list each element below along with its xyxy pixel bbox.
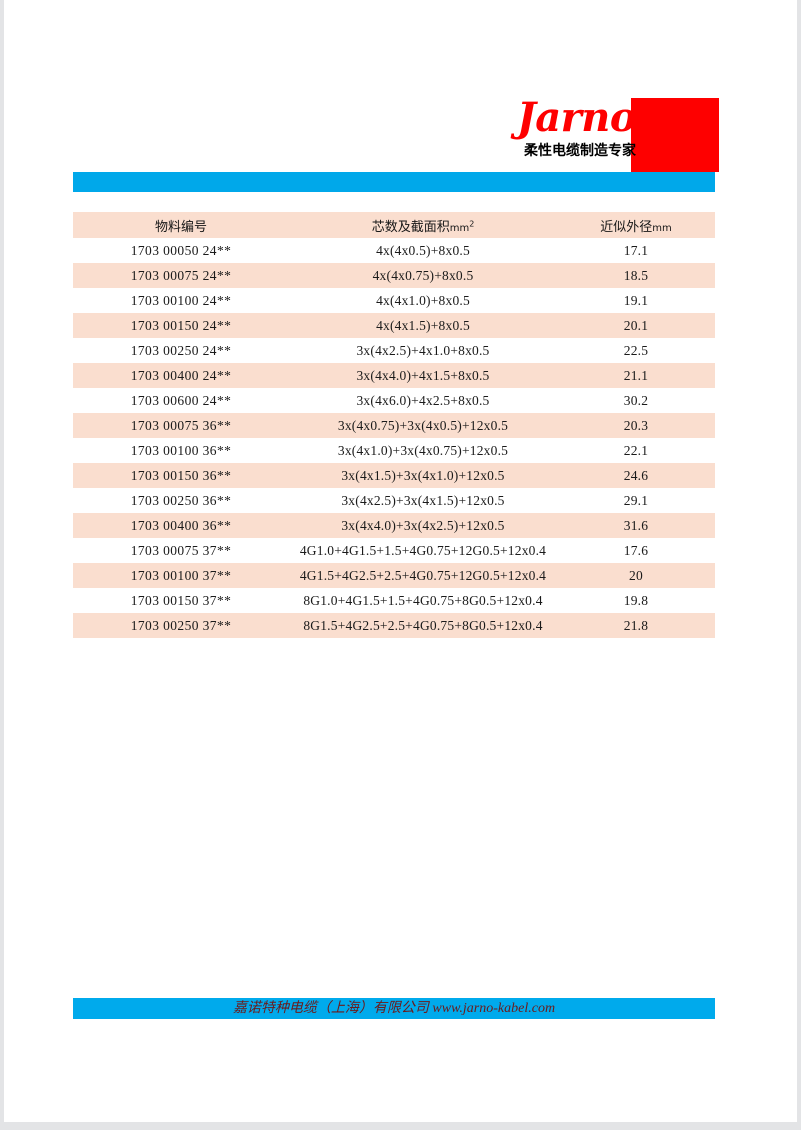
column-header-outer-diameter: 近似外径mm <box>557 212 715 238</box>
cell-outer-diameter: 18.5 <box>557 263 715 288</box>
cell-outer-diameter: 17.6 <box>557 538 715 563</box>
cell-cores-and-section: 4x(4x0.5)+8x0.5 <box>289 238 557 263</box>
cell-cores-and-section: 8G1.5+4G2.5+2.5+4G0.75+8G0.5+12x0.4 <box>289 613 557 638</box>
cell-outer-diameter: 22.5 <box>557 338 715 363</box>
cell-outer-diameter: 21.1 <box>557 363 715 388</box>
cell-cores-and-section: 4x(4x1.0)+8x0.5 <box>289 288 557 313</box>
column-header-cores-and-section-label: 芯数及截面积 <box>371 219 450 235</box>
cell-material-code: 1703 00400 36** <box>73 513 289 538</box>
cell-material-code: 1703 00050 24** <box>73 238 289 263</box>
table-row: 1703 00600 24** 3x(4x6.0)+4x2.5+8x0.5 30… <box>73 388 715 413</box>
table-header-row: 物料编号 芯数及截面积mm2 近似外径mm <box>73 212 715 238</box>
cell-material-code: 1703 00250 24** <box>73 338 289 363</box>
table-body: 1703 00050 24** 4x(4x0.5)+8x0.5 17.1 170… <box>73 238 715 638</box>
footer-accent-bar: 嘉诺特种电缆（上海）有限公司 www.jarno-kabel.com <box>73 998 715 1019</box>
table-row: 1703 00100 24** 4x(4x1.0)+8x0.5 19.1 <box>73 288 715 313</box>
cell-cores-and-section: 4G1.5+4G2.5+2.5+4G0.75+12G0.5+12x0.4 <box>289 563 557 588</box>
table-row: 1703 00150 36** 3x(4x1.5)+3x(4x1.0)+12x0… <box>73 463 715 488</box>
unit-mm-text: mm <box>449 222 470 234</box>
cell-material-code: 1703 00075 36** <box>73 413 289 438</box>
column-header-outer-diameter-label: 近似外径 <box>600 219 653 235</box>
table-row: 1703 00100 36** 3x(4x1.0)+3x(4x0.75)+12x… <box>73 438 715 463</box>
cell-outer-diameter: 19.1 <box>557 288 715 313</box>
cell-material-code: 1703 00075 24** <box>73 263 289 288</box>
table-row: 1703 00250 36** 3x(4x2.5)+3x(4x1.5)+12x0… <box>73 488 715 513</box>
brand-wordmark: Jarno <box>516 94 637 141</box>
cell-cores-and-section: 3x(4x1.0)+3x(4x0.75)+12x0.5 <box>289 438 557 463</box>
unit-mm: mm <box>652 222 672 234</box>
cell-outer-diameter: 20.1 <box>557 313 715 338</box>
table-row: 1703 00150 24** 4x(4x1.5)+8x0.5 20.1 <box>73 313 715 338</box>
logo-red-block <box>631 98 719 172</box>
cell-outer-diameter: 21.8 <box>557 613 715 638</box>
table-header: 物料编号 芯数及截面积mm2 近似外径mm <box>73 212 715 238</box>
cell-material-code: 1703 00100 24** <box>73 288 289 313</box>
cell-material-code: 1703 00100 37** <box>73 563 289 588</box>
table-row: 1703 00075 24** 4x(4x0.75)+8x0.5 18.5 <box>73 263 715 288</box>
table-row: 1703 00250 24** 3x(4x2.5)+4x1.0+8x0.5 22… <box>73 338 715 363</box>
cell-outer-diameter: 24.6 <box>557 463 715 488</box>
brand-tagline: 柔性电缆制造专家 <box>524 143 636 159</box>
table-row: 1703 00250 37** 8G1.5+4G2.5+2.5+4G0.75+8… <box>73 613 715 638</box>
brand-logo: Jarno 柔性电缆制造专家 <box>488 94 719 174</box>
cell-outer-diameter: 22.1 <box>557 438 715 463</box>
cell-cores-and-section: 4x(4x1.5)+8x0.5 <box>289 313 557 338</box>
cell-material-code: 1703 00250 36** <box>73 488 289 513</box>
cable-spec-table: 物料编号 芯数及截面积mm2 近似外径mm 1703 00050 24** 4x… <box>73 212 715 638</box>
cell-cores-and-section: 3x(4x2.5)+3x(4x1.5)+12x0.5 <box>289 488 557 513</box>
column-header-cores-and-section: 芯数及截面积mm2 <box>289 212 557 238</box>
cell-outer-diameter: 20 <box>557 563 715 588</box>
cell-material-code: 1703 00600 24** <box>73 388 289 413</box>
cell-cores-and-section: 3x(4x4.0)+3x(4x2.5)+12x0.5 <box>289 513 557 538</box>
cell-outer-diameter: 30.2 <box>557 388 715 413</box>
cell-material-code: 1703 00150 37** <box>73 588 289 613</box>
table-row: 1703 00075 36** 3x(4x0.75)+3x(4x0.5)+12x… <box>73 413 715 438</box>
cell-cores-and-section: 4G1.0+4G1.5+1.5+4G0.75+12G0.5+12x0.4 <box>289 538 557 563</box>
cell-outer-diameter: 19.8 <box>557 588 715 613</box>
cell-material-code: 1703 00150 36** <box>73 463 289 488</box>
cell-cores-and-section: 3x(4x0.75)+3x(4x0.5)+12x0.5 <box>289 413 557 438</box>
document-page: Jarno 柔性电缆制造专家 物料编号 芯数及截面积mm2 近似外径mm 1 <box>4 0 797 1122</box>
table-row: 1703 00150 37** 8G1.0+4G1.5+1.5+4G0.75+8… <box>73 588 715 613</box>
table-row: 1703 00050 24** 4x(4x0.5)+8x0.5 17.1 <box>73 238 715 263</box>
table-row: 1703 00400 24** 3x(4x4.0)+4x1.5+8x0.5 21… <box>73 363 715 388</box>
cell-material-code: 1703 00100 36** <box>73 438 289 463</box>
cell-outer-diameter: 17.1 <box>557 238 715 263</box>
cell-cores-and-section: 4x(4x0.75)+8x0.5 <box>289 263 557 288</box>
cell-cores-and-section: 3x(4x2.5)+4x1.0+8x0.5 <box>289 338 557 363</box>
header-accent-bar <box>73 172 715 192</box>
cell-cores-and-section: 3x(4x6.0)+4x2.5+8x0.5 <box>289 388 557 413</box>
cell-cores-and-section: 3x(4x4.0)+4x1.5+8x0.5 <box>289 363 557 388</box>
cell-outer-diameter: 20.3 <box>557 413 715 438</box>
cell-material-code: 1703 00150 24** <box>73 313 289 338</box>
cell-outer-diameter: 29.1 <box>557 488 715 513</box>
cell-cores-and-section: 3x(4x1.5)+3x(4x1.0)+12x0.5 <box>289 463 557 488</box>
unit-superscript: 2 <box>469 219 475 229</box>
unit-mm-squared: mm2 <box>449 219 475 234</box>
column-header-material-code: 物料编号 <box>73 212 289 238</box>
cell-cores-and-section: 8G1.0+4G1.5+1.5+4G0.75+8G0.5+12x0.4 <box>289 588 557 613</box>
footer-company-line: 嘉诺特种电缆（上海）有限公司 www.jarno-kabel.com <box>232 1001 556 1016</box>
table-row: 1703 00100 37** 4G1.5+4G2.5+2.5+4G0.75+1… <box>73 563 715 588</box>
cell-outer-diameter: 31.6 <box>557 513 715 538</box>
cell-material-code: 1703 00400 24** <box>73 363 289 388</box>
table-row: 1703 00400 36** 3x(4x4.0)+3x(4x2.5)+12x0… <box>73 513 715 538</box>
cell-material-code: 1703 00250 37** <box>73 613 289 638</box>
cell-material-code: 1703 00075 37** <box>73 538 289 563</box>
table-row: 1703 00075 37** 4G1.0+4G1.5+1.5+4G0.75+1… <box>73 538 715 563</box>
